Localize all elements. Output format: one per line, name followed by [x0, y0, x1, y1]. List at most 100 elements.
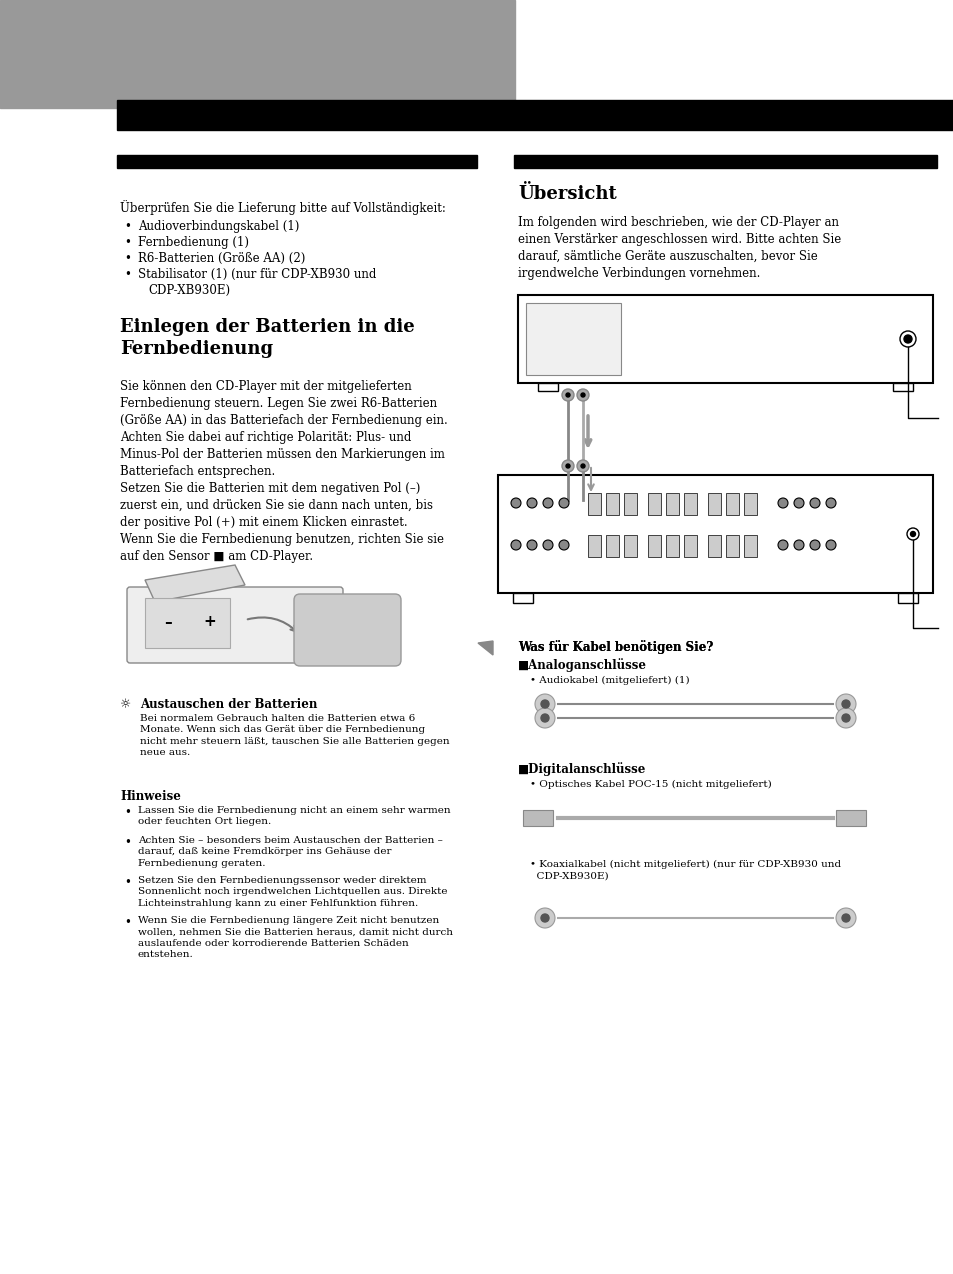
Bar	[0, 0, 515, 108]
Text: Einlegen der Batterien in die
Fernbedienung: Einlegen der Batterien in die Fernbedien…	[120, 318, 415, 358]
Polygon shape	[477, 641, 493, 655]
Circle shape	[809, 498, 820, 508]
Circle shape	[511, 498, 520, 508]
Circle shape	[841, 913, 849, 922]
Circle shape	[835, 908, 855, 927]
Bar	[497, 475, 932, 592]
Bar	[514, 155, 936, 168]
Bar	[897, 592, 917, 603]
FancyBboxPatch shape	[127, 587, 343, 662]
Text: • Koaxialkabel (nicht mitgeliefert) (nur für CDP-XB930 und
  CDP-XB930E): • Koaxialkabel (nicht mitgeliefert) (nur…	[530, 860, 841, 880]
Circle shape	[542, 498, 553, 508]
Polygon shape	[145, 564, 245, 603]
Text: ■Analoganschlüsse: ■Analoganschlüsse	[517, 657, 646, 671]
Circle shape	[540, 699, 548, 708]
Bar	[707, 493, 720, 515]
Bar	[725, 493, 739, 515]
Text: Wenn Sie die Fernbedienung längere Zeit nicht benutzen
wollen, nehmen Sie die Ba: Wenn Sie die Fernbedienung längere Zeit …	[138, 916, 453, 959]
Circle shape	[540, 713, 548, 722]
Circle shape	[809, 540, 820, 550]
Bar	[117, 99, 953, 130]
Circle shape	[909, 531, 915, 536]
Circle shape	[565, 464, 569, 468]
Bar	[623, 535, 637, 557]
Circle shape	[577, 389, 588, 401]
Circle shape	[558, 498, 568, 508]
Text: Im folgenden wird beschrieben, wie der CD-Player an
einen Verstärker angeschloss: Im folgenden wird beschrieben, wie der C…	[517, 217, 841, 280]
Circle shape	[542, 540, 553, 550]
Text: •: •	[124, 252, 131, 265]
Bar	[665, 535, 679, 557]
Bar	[683, 535, 697, 557]
Circle shape	[511, 540, 520, 550]
Text: •: •	[124, 877, 131, 889]
Bar	[743, 535, 757, 557]
Bar	[605, 493, 618, 515]
Circle shape	[540, 913, 548, 922]
Bar	[517, 296, 932, 383]
Text: Lassen Sie die Fernbedienung nicht an einem sehr warmen
oder feuchten Ort liegen: Lassen Sie die Fernbedienung nicht an ei…	[138, 806, 450, 827]
Text: Was für Kabel benötigen Sie?: Was für Kabel benötigen Sie?	[517, 640, 713, 654]
Circle shape	[535, 694, 555, 713]
Text: •: •	[124, 806, 131, 819]
Circle shape	[580, 392, 584, 397]
Bar	[522, 810, 553, 826]
Text: Setzen Sie den Fernbedienungssensor weder direktem
Sonnenlicht noch irgendwelche: Setzen Sie den Fernbedienungssensor wede…	[138, 877, 447, 908]
Bar	[707, 535, 720, 557]
Text: Achten Sie – besonders beim Austauschen der Batterien –
darauf, daß keine Fremdk: Achten Sie – besonders beim Austauschen …	[138, 836, 442, 868]
Circle shape	[561, 460, 574, 471]
Text: Fernbedienung (1): Fernbedienung (1)	[138, 236, 249, 248]
Circle shape	[903, 335, 911, 343]
Circle shape	[825, 498, 835, 508]
Text: •: •	[124, 236, 131, 248]
Bar	[605, 535, 618, 557]
Text: • Audiokabel (mitgeliefert) (1): • Audiokabel (mitgeliefert) (1)	[530, 676, 689, 685]
Text: Hinweise: Hinweise	[120, 790, 181, 803]
Bar	[647, 493, 660, 515]
Circle shape	[778, 498, 787, 508]
Bar	[537, 383, 558, 391]
Text: •: •	[124, 220, 131, 233]
Text: Stabilisator (1) (nur für CDP-XB930 und: Stabilisator (1) (nur für CDP-XB930 und	[138, 268, 376, 282]
Bar	[587, 493, 600, 515]
Circle shape	[835, 708, 855, 727]
Circle shape	[535, 708, 555, 727]
Circle shape	[835, 694, 855, 713]
Text: Was für Kabel benötigen Sie?: Was für Kabel benötigen Sie?	[517, 640, 713, 654]
Bar	[892, 383, 912, 391]
Circle shape	[793, 498, 803, 508]
Text: •: •	[124, 916, 131, 929]
Circle shape	[825, 540, 835, 550]
Circle shape	[565, 392, 569, 397]
Text: • Optisches Kabel POC-15 (nicht mitgeliefert): • Optisches Kabel POC-15 (nicht mitgelie…	[530, 780, 771, 789]
Circle shape	[793, 540, 803, 550]
Circle shape	[906, 527, 918, 540]
Circle shape	[526, 498, 537, 508]
Bar	[117, 155, 476, 168]
Circle shape	[841, 699, 849, 708]
Text: •: •	[124, 836, 131, 848]
Bar	[145, 598, 230, 648]
Bar	[647, 535, 660, 557]
FancyBboxPatch shape	[294, 594, 400, 666]
Circle shape	[841, 713, 849, 722]
Text: ■Digitalanschlüsse: ■Digitalanschlüsse	[517, 762, 646, 776]
Bar	[525, 303, 620, 375]
Text: ☼: ☼	[120, 698, 132, 711]
Text: R6-Batterien (Größe AA) (2): R6-Batterien (Größe AA) (2)	[138, 252, 305, 265]
Bar	[665, 493, 679, 515]
Text: Übersicht: Übersicht	[517, 185, 616, 203]
Bar	[725, 535, 739, 557]
Bar	[743, 493, 757, 515]
Text: Bei normalem Gebrauch halten die Batterien etwa 6
Monate. Wenn sich das Gerät üb: Bei normalem Gebrauch halten die Batteri…	[140, 713, 449, 757]
Text: Audioverbindungskabel (1): Audioverbindungskabel (1)	[138, 220, 299, 233]
Circle shape	[778, 540, 787, 550]
Text: CDP-XB930E): CDP-XB930E)	[148, 284, 230, 297]
Circle shape	[899, 331, 915, 347]
Text: –: –	[164, 614, 172, 629]
Bar	[587, 535, 600, 557]
Text: Sie können den CD-Player mit der mitgelieferten
Fernbedienung steuern. Legen Sie: Sie können den CD-Player mit der mitgeli…	[120, 380, 447, 563]
Bar	[835, 810, 865, 826]
Circle shape	[558, 540, 568, 550]
Bar	[623, 493, 637, 515]
